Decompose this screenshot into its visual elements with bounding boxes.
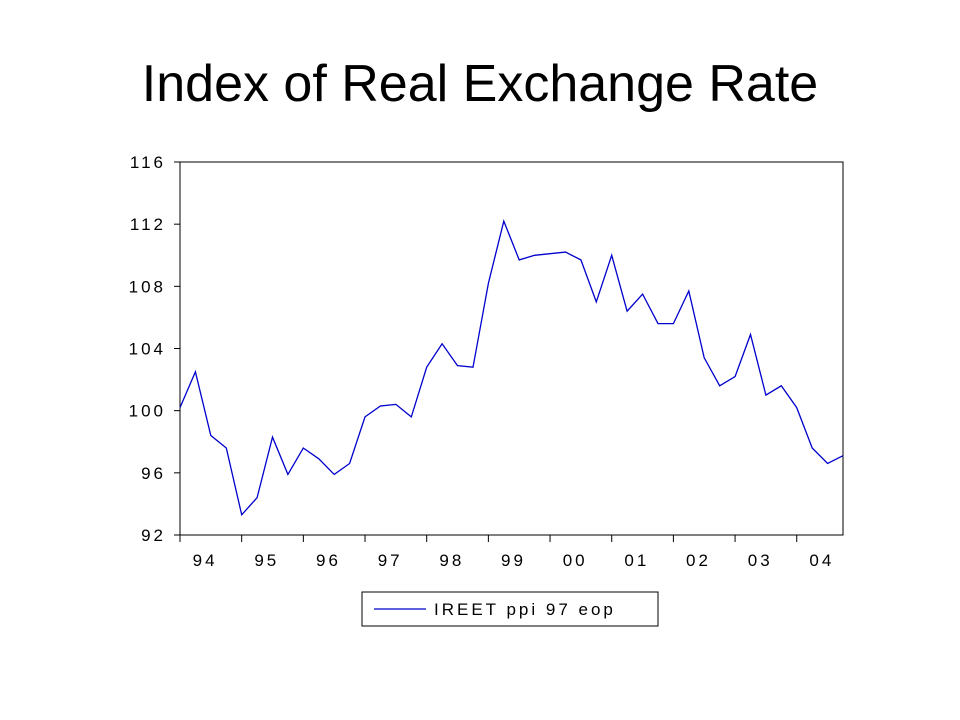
y-tick-label: 116	[130, 153, 166, 172]
x-tick-label: 03	[748, 551, 773, 570]
slide-title: Index of Real Exchange Rate	[141, 55, 819, 113]
y-tick-label: 108	[129, 277, 166, 296]
x-tick-label: 94	[193, 551, 218, 570]
y-tick-label: 112	[130, 215, 166, 234]
x-tick-label: 99	[501, 551, 526, 570]
x-tick-label: 02	[686, 551, 711, 570]
x-tick-label: 98	[439, 551, 464, 570]
series-line	[179, 218, 844, 517]
plot-area: 92 96 100 104 108 112 116 94 95 96 97 98 99 00 01 02 03 0…	[129, 153, 844, 570]
x-tick-label: 96	[316, 551, 341, 570]
legend: IREET ppi 97 eop	[361, 591, 659, 627]
y-tick-label: 96	[141, 464, 166, 483]
legend-label: IREET ppi 97 eop	[434, 600, 616, 619]
plot-frame	[179, 161, 844, 536]
y-tick-label: 104	[129, 340, 166, 359]
x-tick-label: 00	[563, 551, 588, 570]
y-tick-label: 92	[141, 526, 166, 545]
x-tick-label: 97	[378, 551, 403, 570]
x-tick-label: 95	[254, 551, 279, 570]
x-tick-label: 01	[624, 551, 649, 570]
x-tick-label: 04	[809, 551, 834, 570]
y-tick-label: 100	[129, 402, 166, 421]
